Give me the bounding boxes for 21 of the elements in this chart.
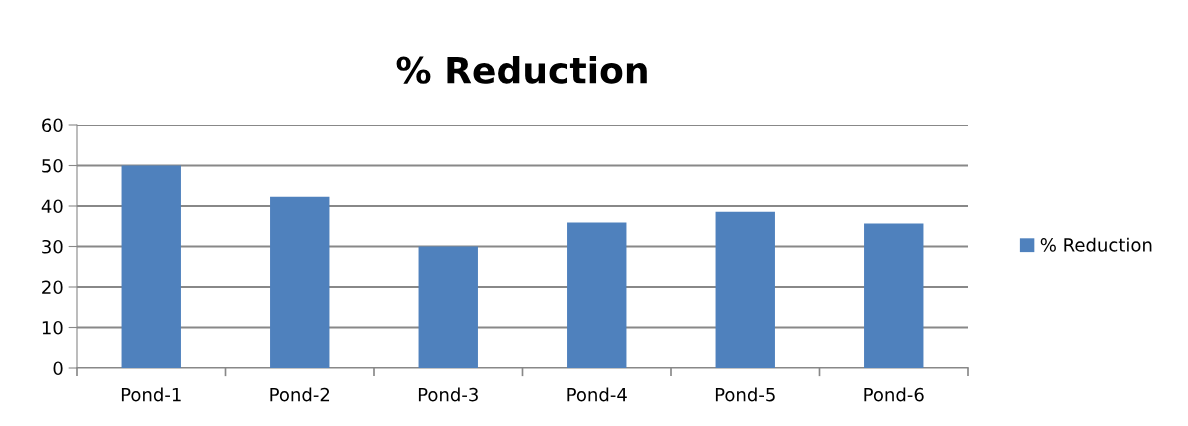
- y-tick-label: 30: [42, 239, 63, 254]
- x-tick-label: Pond-3: [418, 387, 478, 402]
- x-tick-label: Pond-6: [864, 387, 924, 402]
- bar: [715, 211, 775, 368]
- y-tick-label: 50: [42, 158, 63, 173]
- bar: [567, 222, 627, 368]
- bar: [418, 246, 478, 368]
- y-tick-label: 10: [42, 320, 63, 335]
- x-tick-label: Pond-5: [715, 387, 775, 402]
- bar: [270, 196, 330, 368]
- y-tick-label: 0: [53, 361, 63, 376]
- x-tick-label: Pond-2: [270, 387, 330, 402]
- y-tick-label: 60: [42, 118, 63, 133]
- y-tick-label: 20: [42, 280, 63, 295]
- x-tick-label: Pond-1: [121, 387, 181, 402]
- bar: [864, 223, 924, 368]
- y-tick-label: 40: [41, 199, 63, 214]
- bar: [121, 165, 181, 368]
- legend-label: % Reduction: [1040, 237, 1152, 252]
- chart-title: % Reduction: [396, 55, 647, 84]
- x-tick-label: Pond-4: [567, 387, 627, 402]
